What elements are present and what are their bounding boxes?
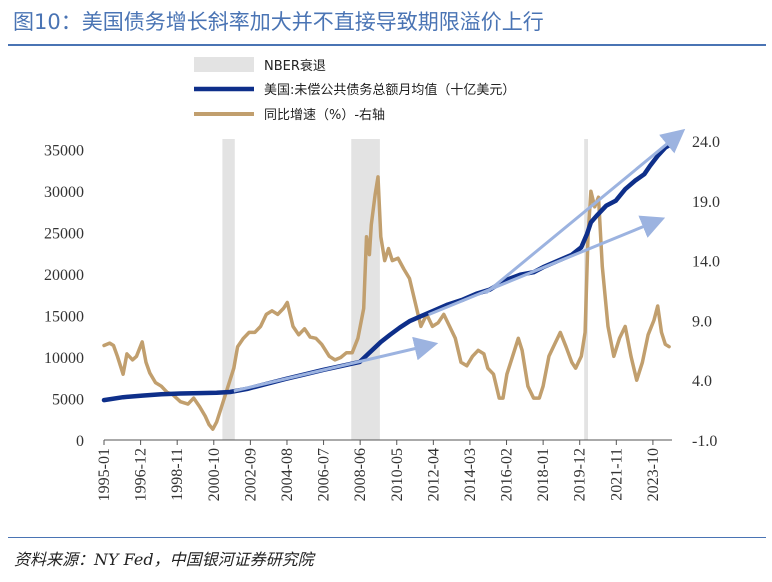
- source-note: 资料来源：NY Fed，中国银河证券研究院: [14, 550, 314, 569]
- growth-series-line: [102, 175, 671, 431]
- chart: 0 5000 10000 15000 20000 25000 30000 35000 -1.0 4…: [44, 57, 720, 501]
- x-tick-label: 2014-03: [462, 448, 479, 501]
- y-right-tick-label: 4.0: [692, 373, 712, 390]
- y-right-tick-label: 9.0: [692, 313, 712, 330]
- x-tick-label: 2012-04: [425, 448, 442, 501]
- y-left-tick-label: 25000: [44, 225, 84, 242]
- trend-arrow: [428, 215, 666, 316]
- legend-label-debt: 美国:未偿公共债务总额月均值（十亿美元）: [264, 82, 515, 98]
- series: [101, 128, 686, 431]
- x-tick-label: 2002-09: [242, 448, 259, 501]
- title-rule: [8, 44, 766, 46]
- y-right-tick-label: 14.0: [692, 254, 720, 271]
- y-left-tick-label: 10000: [44, 350, 84, 367]
- y-left-tick-label: 35000: [44, 142, 84, 159]
- x-tick-label: 2004-08: [279, 448, 296, 501]
- y-right-tick-label: -1.0: [692, 433, 717, 450]
- x-tick-label: 2018-01: [535, 448, 552, 501]
- x-tick-label: 2016-02: [499, 448, 516, 501]
- x-tick-label: 1996-12: [133, 448, 150, 501]
- x-tick-label: 2023-10: [645, 448, 662, 501]
- y-left-tick-label: 15000: [44, 308, 84, 325]
- legend-label-growth: 同比增速（%）-右轴: [264, 108, 385, 123]
- recession-band: [222, 139, 235, 440]
- x-tick-label: 2000-10: [206, 448, 223, 501]
- y-left-tick-label: 5000: [52, 391, 84, 408]
- x-tick-label: 2010-05: [389, 448, 406, 501]
- figure-title: 图10：美国债务增长斜率加大并不直接导致期限溢价上行: [13, 10, 544, 34]
- y-right-tick-label: 19.0: [692, 194, 720, 211]
- x-tick-label: 2008-06: [352, 448, 369, 501]
- axes: 0 5000 10000 15000 20000 25000 30000 35000 -1.0 4…: [44, 134, 720, 501]
- y-left-tick-label: 20000: [44, 267, 84, 284]
- legend-swatch-recession: [194, 57, 254, 72]
- trend-arrow: [484, 128, 686, 295]
- x-tick-label: 1998-11: [169, 448, 186, 501]
- x-tick-label: 2021-11: [608, 448, 625, 501]
- x-tick-label: 2006-07: [316, 448, 333, 501]
- bottom-rule: [8, 537, 766, 538]
- y-left-tick-label: 30000: [44, 184, 84, 201]
- trend-arrow: [233, 336, 439, 393]
- x-tick-label: 2019-12: [572, 448, 589, 501]
- y-left-tick-label: 0: [76, 433, 84, 450]
- y-right-tick-label: 24.0: [692, 134, 720, 151]
- x-tick-label: 1995-01: [96, 448, 113, 501]
- legend-label-recession: NBER衰退: [264, 58, 326, 74]
- legend: NBER衰退 美国:未偿公共债务总额月均值（十亿美元） 同比增速（%）-右轴: [194, 57, 515, 123]
